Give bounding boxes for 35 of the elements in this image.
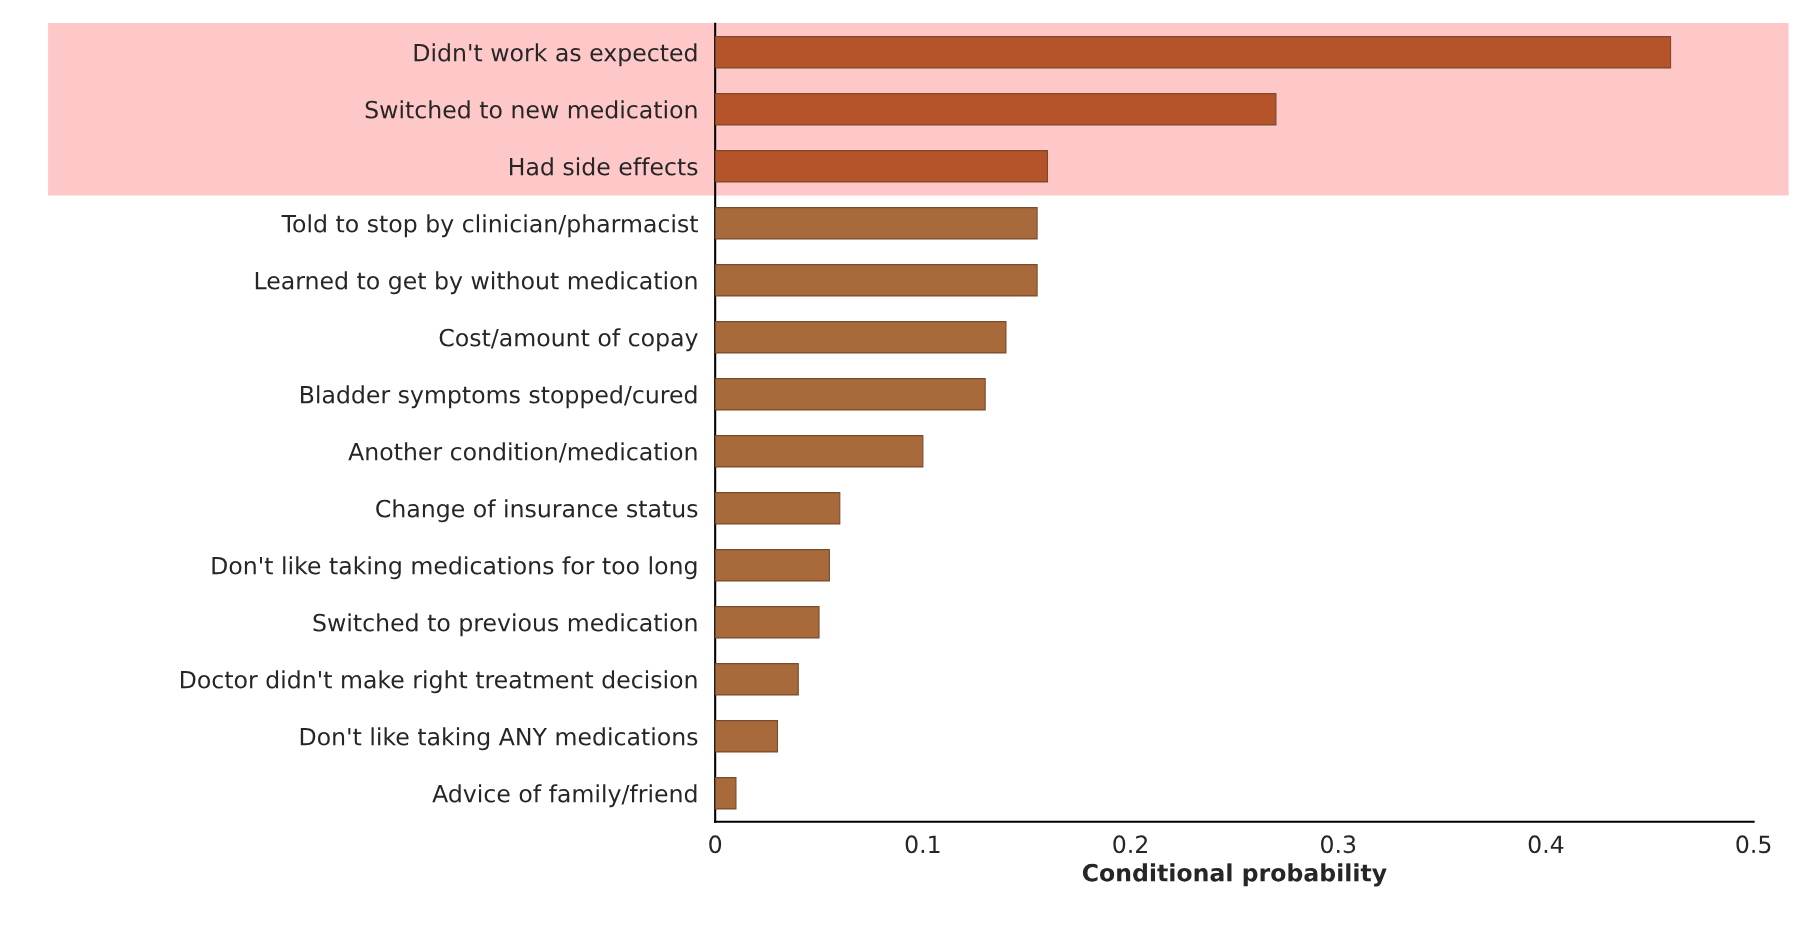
y-tick-label: Doctor didn't make right treatment decision	[180, 670, 697, 694]
y-tick-label: Don't like taking medications for too long	[212, 556, 697, 580]
bar	[715, 378, 986, 411]
x-tick-label: 0	[709, 835, 722, 854]
x-tick-label: 0.5	[1736, 835, 1771, 854]
x-tick-label: 0.4	[1528, 835, 1564, 854]
y-tick-label: Change of insurance status	[376, 499, 698, 523]
x-axis-title: Conditional probability	[1082, 863, 1387, 887]
y-tick-label: Switched to previous medication	[313, 613, 697, 637]
y-tick-label: Bladder symptoms stopped/cured	[301, 385, 697, 409]
bar	[715, 606, 820, 639]
x-tick-label: 0.3	[1321, 835, 1356, 854]
y-tick-label: Had side effects	[510, 157, 698, 176]
y-tick-label: Learned to get by without medication	[255, 271, 697, 295]
bar	[715, 207, 1038, 240]
y-tick-label: Another condition/medication	[348, 442, 697, 463]
bar	[715, 150, 1049, 183]
y-tick-label: Don't like taking ANY medications	[300, 727, 698, 751]
x-tick-label: 0.1	[905, 835, 940, 854]
x-tick-label: 0.2	[1113, 835, 1147, 854]
y-tick-label: Cost/amount of copay	[439, 328, 698, 352]
bar	[715, 36, 1672, 69]
bar	[715, 777, 737, 810]
y-tick-label: Advice of family/friend	[432, 784, 697, 808]
bar	[715, 321, 1007, 354]
bar	[715, 264, 1038, 297]
y-tick-label: Told to stop by clinician/pharmacist	[281, 214, 698, 238]
bar	[715, 720, 779, 753]
bar	[715, 663, 799, 696]
bar	[715, 549, 830, 582]
bar	[715, 492, 841, 525]
bar	[715, 93, 1277, 126]
y-tick-label: Switched to new medication	[365, 100, 697, 119]
bar	[715, 435, 924, 468]
y-tick-label: Didn't work as expected	[414, 43, 697, 67]
